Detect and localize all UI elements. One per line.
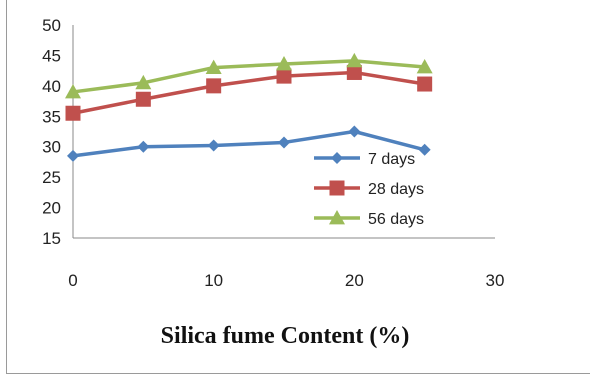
- y-tick-label: 15: [42, 229, 61, 248]
- legend-label: 28 days: [368, 181, 424, 198]
- legend-marker: [329, 180, 345, 196]
- data-point: [416, 58, 433, 74]
- y-tick-label: 25: [42, 168, 61, 187]
- series-line: [72, 70, 425, 115]
- data-point: [206, 78, 222, 94]
- data-point: [348, 125, 361, 138]
- legend-marker: [331, 152, 343, 164]
- data-point: [276, 55, 292, 71]
- series-line: [72, 59, 425, 94]
- y-tick-labels: 15 20 25 30 35 40 45 50: [42, 16, 61, 248]
- y-tick-label: 45: [42, 46, 61, 65]
- y-tick-label: 40: [42, 77, 61, 96]
- y-tick-label: 20: [42, 199, 61, 218]
- data-point: [135, 74, 152, 90]
- x-tick-label: 30: [486, 271, 505, 290]
- x-tick-labels: 0 10 20 30: [68, 271, 504, 290]
- series-0: [67, 125, 431, 162]
- data-point: [65, 105, 81, 121]
- data-point: [346, 52, 363, 68]
- x-tick-label: 0: [68, 271, 77, 290]
- data-point: [418, 143, 431, 156]
- legend-label: 56 days: [368, 211, 424, 228]
- series-layer: [65, 52, 433, 162]
- data-point: [278, 136, 290, 149]
- legend-marker: [329, 210, 345, 225]
- x-tick-label: 10: [204, 271, 223, 290]
- legend: 7 days 28 days 56 days: [314, 151, 424, 228]
- data-point: [137, 140, 150, 153]
- y-tick-label: 50: [42, 16, 61, 35]
- x-axis-title: Silica fume Content (%): [161, 323, 410, 349]
- series-2: [65, 52, 433, 99]
- x-tick-label: 20: [345, 271, 364, 290]
- series-1: [65, 64, 433, 121]
- legend-label: 7 days: [368, 151, 415, 168]
- chart-frame: [6, 0, 590, 374]
- data-point: [135, 91, 151, 107]
- data-point: [276, 68, 292, 84]
- data-point: [65, 83, 81, 99]
- data-point: [205, 59, 222, 74]
- series-line: [72, 129, 426, 158]
- data-point: [346, 64, 362, 80]
- y-tick-label: 35: [42, 107, 61, 126]
- data-point: [207, 139, 220, 152]
- data-point: [417, 76, 433, 92]
- data-point: [67, 149, 79, 162]
- y-tick-label: 30: [42, 138, 61, 157]
